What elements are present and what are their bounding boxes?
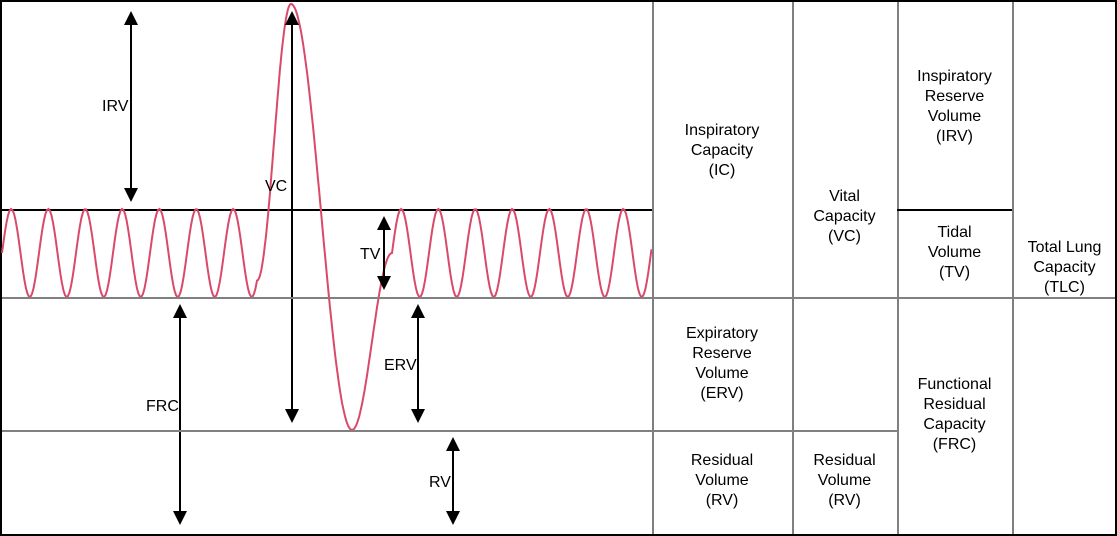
- vc-arrowhead-down: [285, 409, 299, 423]
- rv-label: RV: [429, 474, 451, 492]
- rv-arrowhead-down: [446, 511, 460, 525]
- frc-arrow: [179, 306, 181, 523]
- table-cell: Vital Capacity (VC): [792, 4, 897, 430]
- table-cell: Functional Residual Capacity (FRC): [897, 297, 1012, 532]
- vc-arrowhead-up: [285, 11, 299, 25]
- table-cell: Expiratory Reserve Volume (ERV): [652, 297, 792, 430]
- frc-label: FRC: [146, 398, 179, 416]
- spirogram-waveform: [2, 2, 652, 534]
- irv-arrowhead-down: [124, 188, 138, 202]
- tv-label: TV: [360, 246, 380, 264]
- rv-arrowhead-up: [446, 437, 460, 451]
- table-cell: Residual Volume (RV): [792, 430, 897, 532]
- erv-arrowhead-up: [411, 304, 425, 318]
- table-cell: Residual Volume (RV): [652, 430, 792, 532]
- irv-arrow: [130, 13, 132, 200]
- tv-arrowhead-down: [377, 276, 391, 290]
- table-cell: Tidal Volume (TV): [897, 209, 1012, 297]
- vc-label: VC: [265, 178, 287, 196]
- frc-arrowhead-down: [173, 511, 187, 525]
- tv-arrowhead-up: [377, 216, 391, 230]
- irv-label: IRV: [102, 98, 128, 116]
- capacities-table: Inspiratory Capacity (IC)Expiratory Rese…: [652, 2, 1117, 534]
- vc-arrow: [291, 13, 293, 421]
- erv-arrowhead-down: [411, 409, 425, 423]
- erv-arrow: [417, 306, 419, 421]
- irv-arrowhead-up: [124, 11, 138, 25]
- table-cell: Total Lung Capacity (TLC): [1012, 4, 1117, 532]
- spirogram-chart: IRV VC TV FRC ERV RV: [2, 2, 652, 534]
- diagram-container: IRV VC TV FRC ERV RV Inspiratory Capacity (IC…: [0, 0, 1117, 536]
- table-cell: Inspiratory Reserve Volume (IRV): [897, 4, 1012, 209]
- table-cell: Inspiratory Capacity (IC): [652, 4, 792, 297]
- erv-label: ERV: [384, 357, 417, 375]
- frc-arrowhead-up: [173, 304, 187, 318]
